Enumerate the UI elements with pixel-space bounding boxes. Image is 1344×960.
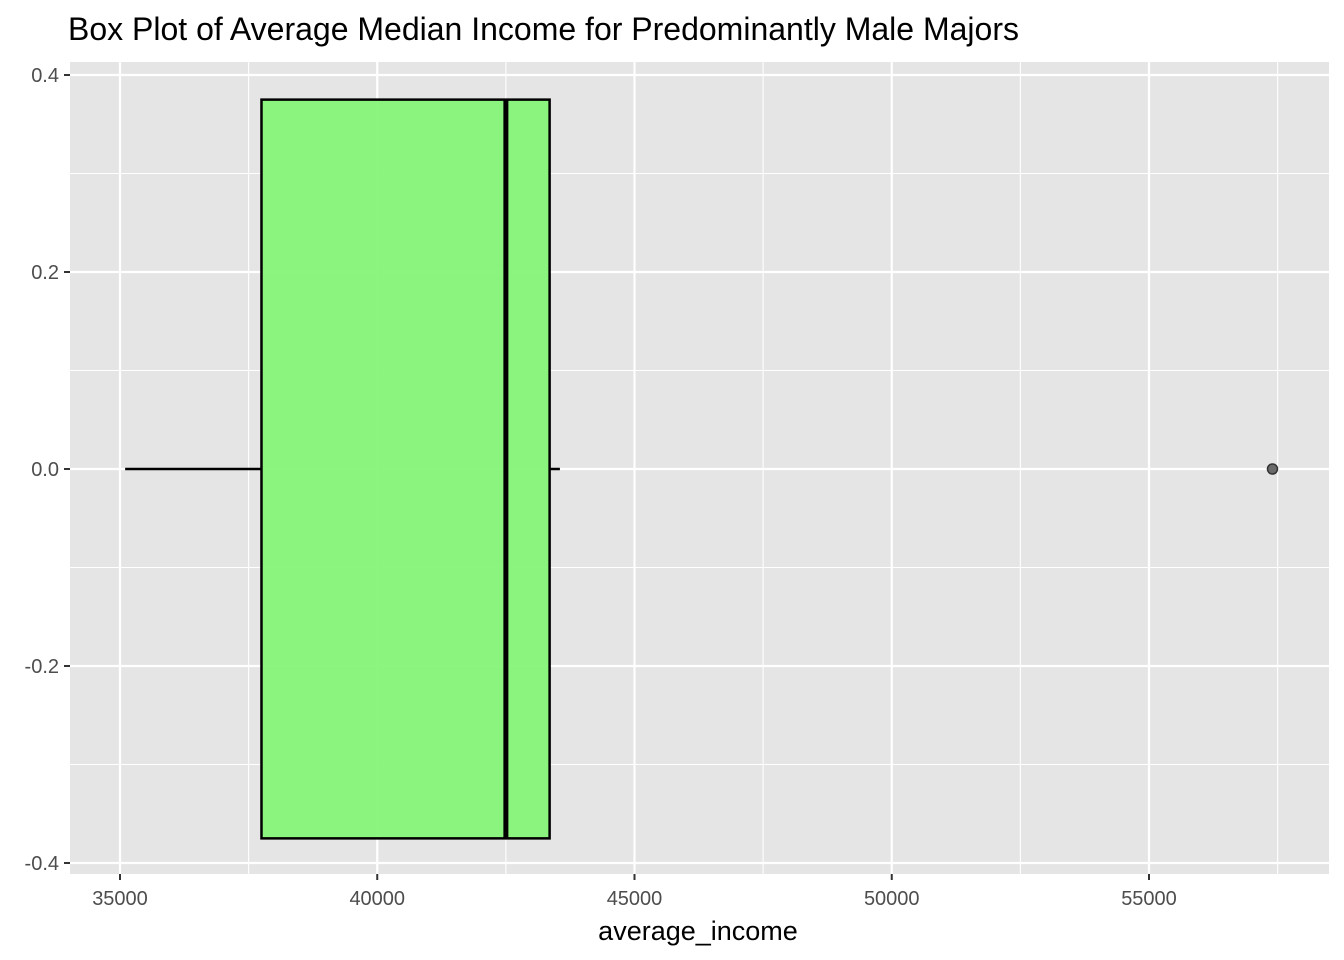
x-tick-label: 35000 xyxy=(92,888,148,910)
x-tick-label: 45000 xyxy=(607,888,663,910)
iqr-box xyxy=(260,98,551,840)
x-axis: 35000 40000 45000 50000 55000 xyxy=(92,874,1177,910)
y-tick-label: -0.4 xyxy=(25,853,59,875)
box-plot-marks xyxy=(125,98,1279,840)
y-axis: 0.4 0.2 0.0 -0.2 -0.4 xyxy=(25,65,70,875)
y-tick-label: 0.2 xyxy=(31,262,59,284)
x-tick-label: 40000 xyxy=(349,888,405,910)
x-axis-title: average_income xyxy=(598,916,798,946)
y-tick-label: 0.0 xyxy=(31,459,59,481)
y-tick-label: -0.2 xyxy=(25,656,59,678)
y-tick-label: 0.4 xyxy=(31,65,59,87)
outlier-point xyxy=(1266,463,1279,475)
chart-title: Box Plot of Average Median Income for Pr… xyxy=(68,11,1019,47)
x-tick-label: 50000 xyxy=(864,888,920,910)
x-tick-label: 55000 xyxy=(1121,888,1177,910)
